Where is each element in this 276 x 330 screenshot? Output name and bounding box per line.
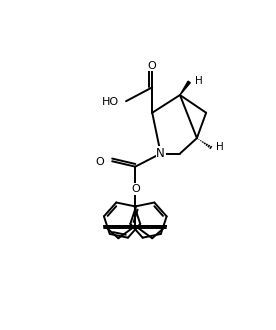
Text: H: H	[195, 76, 202, 86]
Text: O: O	[132, 184, 140, 194]
Text: O: O	[148, 61, 156, 71]
Polygon shape	[180, 81, 190, 95]
Text: H: H	[216, 143, 224, 152]
Text: HO: HO	[102, 97, 119, 107]
Text: O: O	[96, 157, 105, 167]
Text: N: N	[156, 147, 165, 160]
